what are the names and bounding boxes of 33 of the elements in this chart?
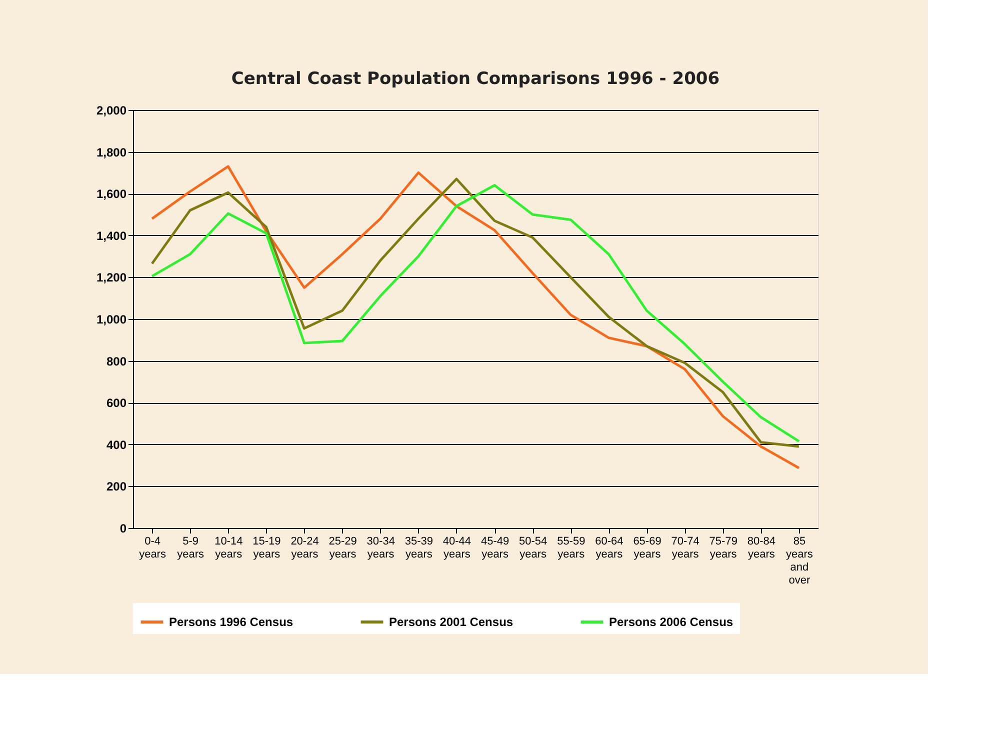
x-tick-label: 55-59 years xyxy=(557,536,586,560)
x-tick-label: 50-54 years xyxy=(519,536,548,560)
legend-label: Persons 1996 Census xyxy=(169,615,294,629)
y-tick-label: 600 xyxy=(106,396,127,410)
y-tick-label: 800 xyxy=(106,354,127,368)
x-tick-label: 75-79 years xyxy=(709,536,738,560)
x-tick-label: 65-69 years xyxy=(633,536,662,560)
x-tick-label: 40-44 years xyxy=(442,536,472,560)
x-tick-label: 15-19 years xyxy=(252,536,281,560)
x-tick-label: 45-49 years xyxy=(480,536,510,560)
legend-label: Persons 2006 Census xyxy=(609,615,734,629)
y-tick-label: 1,600 xyxy=(96,187,127,202)
y-tick-label: 400 xyxy=(106,438,127,452)
y-tick-label: 1,200 xyxy=(96,270,127,285)
chart-title: Central Coast Population Comparisons 1996 - 2006 xyxy=(231,69,720,89)
x-tick-label: 5-9 years xyxy=(177,536,205,560)
legend-label: Persons 2001 Census xyxy=(389,615,514,629)
x-tick-label: 35-39 years xyxy=(404,536,433,560)
y-tick-label: 1,800 xyxy=(96,145,127,160)
y-tick-label: 1,400 xyxy=(96,228,127,243)
x-tick-label: 85 years and over xyxy=(786,536,814,586)
x-tick-label: 80-84 years xyxy=(747,536,776,560)
x-tick-label: 10-14 years xyxy=(214,536,243,560)
y-tick-label: 200 xyxy=(106,480,127,494)
y-tick-label: 2,000 xyxy=(96,104,127,118)
y-tick-label: 1,000 xyxy=(96,312,127,326)
x-tick-label: 30-34 years xyxy=(366,536,395,560)
x-tick-label: 0-4 years xyxy=(139,536,166,560)
x-tick-label: 20-24 years xyxy=(290,536,319,560)
y-tick-label: 0 xyxy=(120,522,127,536)
x-tick-label: 60-64 years xyxy=(595,536,624,560)
x-tick-label: 25-29 years xyxy=(328,536,357,560)
x-tick-label: 70-74 years xyxy=(671,536,700,560)
